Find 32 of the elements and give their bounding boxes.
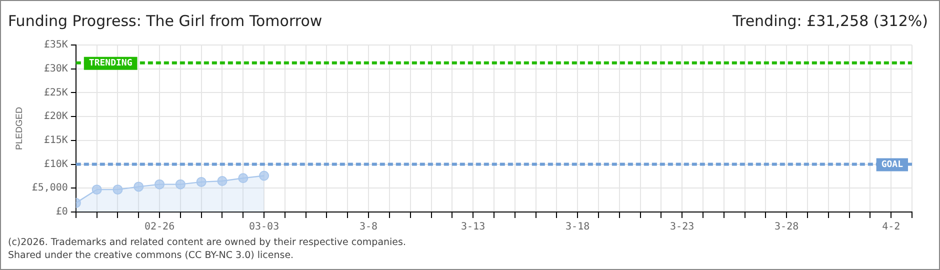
text: Shared under the creative commons (CC BY-NC 3.0) license.	[8, 249, 295, 262]
x-tick-label: 3-23	[670, 222, 694, 233]
y-tick-label: £5,000	[32, 182, 68, 194]
ref-line-label: TRENDING	[88, 58, 132, 69]
x-tick-label: 03-03	[248, 222, 280, 233]
ref-line-label: GOAL	[881, 160, 904, 170]
y-tick-label: £25K	[44, 87, 68, 98]
y-axis-title: PLEDGED	[14, 106, 24, 150]
x-tick-label: 02-26	[144, 222, 175, 233]
x-tick-label: 3-8	[360, 222, 378, 233]
point	[259, 170, 270, 181]
x-tick-label: 3-18	[566, 222, 590, 233]
point	[154, 179, 165, 190]
text: (c)2026. Trademarks and related content are owned by their respective companies.	[8, 236, 406, 249]
y-tick-label: £35K	[44, 40, 68, 51]
point	[238, 173, 248, 184]
point	[217, 176, 228, 186]
point	[112, 184, 123, 195]
y-tick-label: £20K	[44, 111, 68, 122]
y-tick-label: £30K	[44, 63, 68, 74]
y-tick-label: £10K	[44, 158, 68, 170]
y-tick-label: £15K	[44, 135, 68, 146]
x-tick-label: 3-28	[774, 222, 799, 233]
x-tick-label: 4-2	[882, 222, 900, 233]
point	[196, 176, 206, 187]
chart-title: Funding Progress: The Girl from Tomorrow	[8, 12, 322, 30]
x-tick-label: 3-13	[461, 222, 486, 233]
point	[134, 182, 144, 192]
point	[92, 184, 102, 195]
point	[175, 179, 186, 190]
y-tick-label: £0	[56, 206, 68, 218]
chart-subtitle: Trending: £31,258 (312%)	[732, 12, 928, 30]
